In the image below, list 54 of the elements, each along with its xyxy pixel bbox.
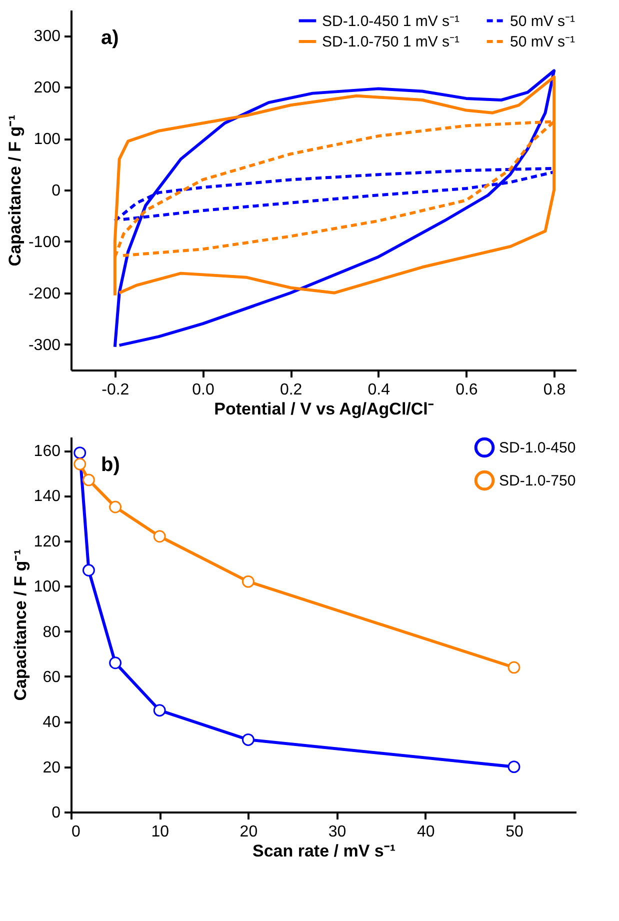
point <box>153 704 166 717</box>
legend-label: SD-1.0-750 <box>499 472 576 490</box>
point <box>508 760 520 774</box>
annotation: a) <box>101 27 119 49</box>
y-tick-label: 20 <box>42 759 61 776</box>
legend-label: 50 mV s⁻¹ <box>510 34 576 50</box>
point <box>508 661 520 674</box>
point <box>109 500 122 514</box>
y-tick-label: 100 <box>34 131 61 148</box>
y-tick-label: 140 <box>34 488 61 506</box>
x-tick-label: 20 <box>240 824 258 840</box>
x-tick-label: 0.0 <box>192 382 214 398</box>
point <box>82 564 95 576</box>
y-tick-label: 100 <box>34 578 61 596</box>
legend-label: SD-1.0-450 <box>499 440 576 456</box>
point <box>109 656 122 670</box>
x-tick-label: 0.6 <box>456 382 478 398</box>
point <box>82 474 95 486</box>
y-tick-label: 200 <box>34 80 61 97</box>
x-tick-label: 40 <box>416 824 435 840</box>
legend-label: SD-1.0-750 1 mV s⁻¹ <box>322 34 460 50</box>
point <box>153 530 166 543</box>
x-tick-label: 0.2 <box>280 382 302 398</box>
y-tick-label: -100 <box>28 234 61 251</box>
x-tick-label: 0.8 <box>543 382 566 398</box>
point <box>74 446 86 460</box>
point <box>242 575 254 588</box>
x-tick-label: 0 <box>72 824 80 840</box>
y-tick-label: -200 <box>28 285 61 302</box>
point <box>74 458 86 470</box>
y-tick-label: -300 <box>28 336 61 354</box>
x-tick-label: -0.2 <box>102 382 130 398</box>
annotation: b) <box>101 454 120 476</box>
y-tick-label: 160 <box>34 443 61 460</box>
x-tick-label: 0.4 <box>368 382 390 398</box>
point <box>242 733 254 746</box>
y-tick-label: 300 <box>34 28 61 46</box>
y-axis-title: Capacitance / F g⁻¹ <box>5 114 24 266</box>
y-tick-label: 80 <box>42 624 61 641</box>
legend-label: 50 mV s⁻¹ <box>510 12 576 30</box>
y-axis-title: Capacitance / F g⁻¹ <box>10 548 30 701</box>
x-tick-label: 10 <box>151 824 170 840</box>
y-tick-label: 0 <box>52 804 61 822</box>
x-axis-title: Scan rate / mV s⁻¹ <box>252 842 396 860</box>
line-series <box>113 69 556 348</box>
x-axis-title: Potential / V vs Ag/AgCl/Cl⁻ <box>214 400 434 418</box>
x-tick-label: 50 <box>506 824 524 840</box>
y-tick-label: 60 <box>42 668 61 686</box>
y-tick-label: 0 <box>52 182 61 200</box>
y-tick-label: 120 <box>34 533 61 550</box>
legend-label: SD-1.0-450 1 mV s⁻¹ <box>322 12 460 30</box>
y-tick-label: 40 <box>42 714 61 732</box>
line-series <box>113 75 556 297</box>
x-tick-label: 30 <box>328 824 346 840</box>
